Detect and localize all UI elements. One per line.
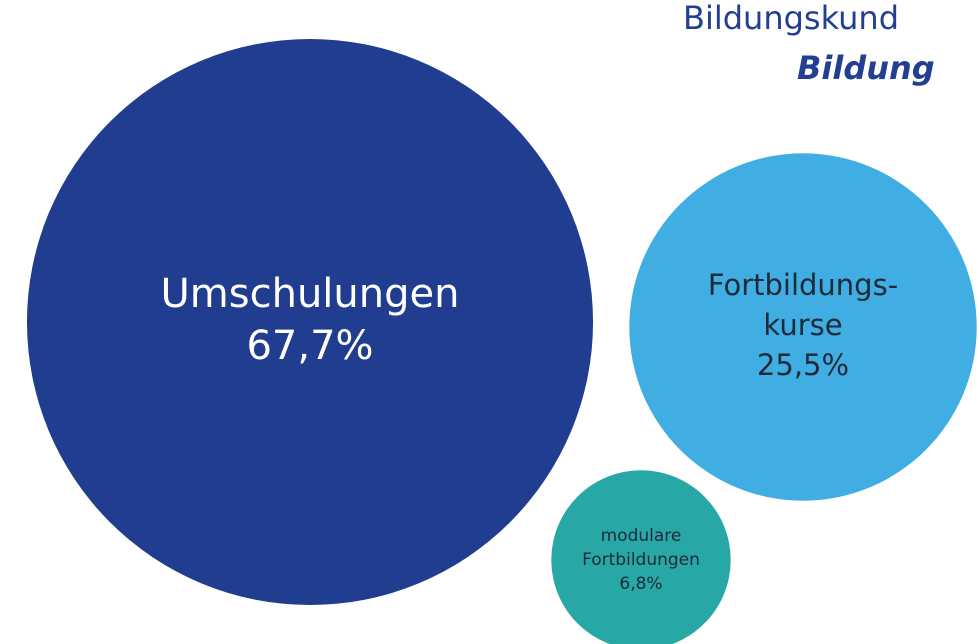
bubble-label: Umschulungen [161, 271, 460, 317]
value-label: 6,8% [619, 574, 662, 594]
value-label: 67,7% [246, 323, 373, 369]
bubble [26, 38, 594, 606]
chart-title: Bildungskund [683, 0, 899, 37]
chart-title: Bildung [797, 49, 935, 87]
value-label: 25,5% [757, 348, 849, 382]
bubble-label: Fortbildungs- [708, 268, 898, 302]
bubble [629, 153, 977, 501]
bubble-label: modulare [601, 526, 682, 546]
bubble-label: Fortbildungen [582, 550, 700, 570]
bubble [551, 470, 731, 644]
bubble-label: kurse [763, 308, 842, 342]
